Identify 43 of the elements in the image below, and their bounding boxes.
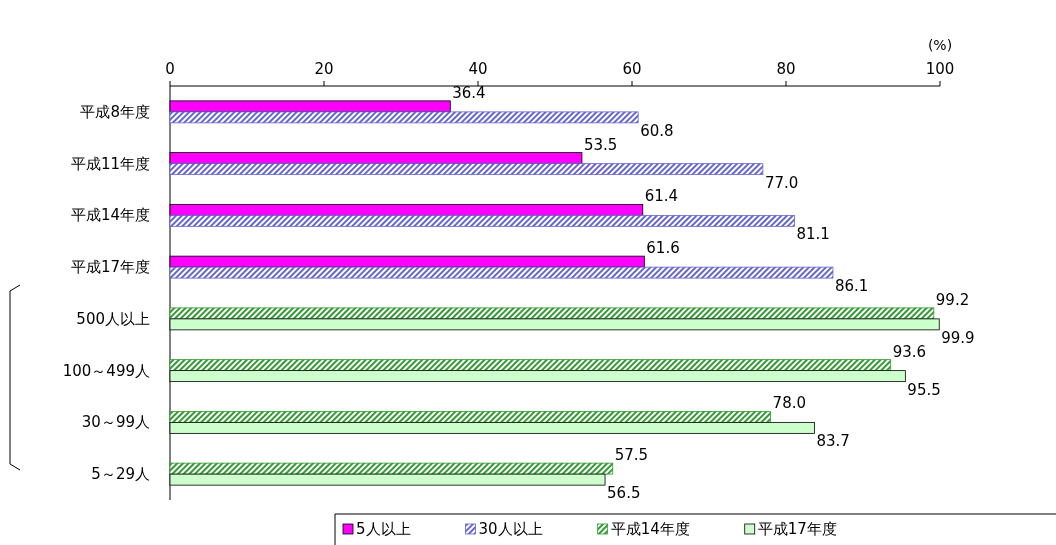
data-label: 36.4 <box>452 83 486 102</box>
bar <box>169 410 771 423</box>
data-label: 61.4 <box>644 187 679 206</box>
y-tick-label: 平成11年度 <box>70 154 150 173</box>
data-label: 81.1 <box>796 225 830 244</box>
data-label: 99.2 <box>935 290 970 309</box>
legend-label: 30人以上 <box>478 520 543 538</box>
x-tick-label: 60 <box>622 60 642 78</box>
y-tick-label: 平成17年度 <box>70 258 150 277</box>
data-label: 57.5 <box>614 446 649 465</box>
bar <box>169 214 795 227</box>
bar <box>169 163 764 176</box>
legend-label: 平成14年度 <box>610 520 690 538</box>
data-label: 56.5 <box>607 484 641 503</box>
legend-label: 5人以上 <box>356 520 411 538</box>
x-tick-label: 100 <box>925 60 955 78</box>
data-label: 95.5 <box>907 380 941 399</box>
x-tick-label: 40 <box>468 60 488 78</box>
y-tick-label: 30～99人 <box>81 413 150 432</box>
x-axis-title: (%) <box>927 37 953 53</box>
bar <box>169 462 614 475</box>
data-label: 99.9 <box>941 328 975 347</box>
bar <box>169 111 639 124</box>
data-label: 78.0 <box>772 394 807 413</box>
y-tick-label: 100～499人 <box>62 361 150 380</box>
bar <box>169 307 935 320</box>
data-label: 93.6 <box>892 342 927 361</box>
data-label: 83.7 <box>816 432 850 451</box>
data-label: 77.0 <box>764 173 799 192</box>
x-tick-label: 80 <box>776 60 796 78</box>
y-tick-label: 500人以上 <box>76 309 150 328</box>
y-tick-label: 平成14年度 <box>70 206 150 225</box>
y-tick-label: 5～29人 <box>91 465 150 484</box>
x-tick-label: 0 <box>165 60 175 78</box>
x-tick-label: 20 <box>314 60 334 78</box>
bar <box>169 266 834 279</box>
y-tick-label: 平成8年度 <box>80 102 150 121</box>
bar <box>169 359 892 372</box>
data-label: 86.1 <box>834 277 869 296</box>
legend-label: 平成17年度 <box>757 520 837 538</box>
data-label: 53.5 <box>583 135 618 154</box>
data-label: 61.6 <box>646 239 680 258</box>
data-label: 60.8 <box>640 121 674 140</box>
